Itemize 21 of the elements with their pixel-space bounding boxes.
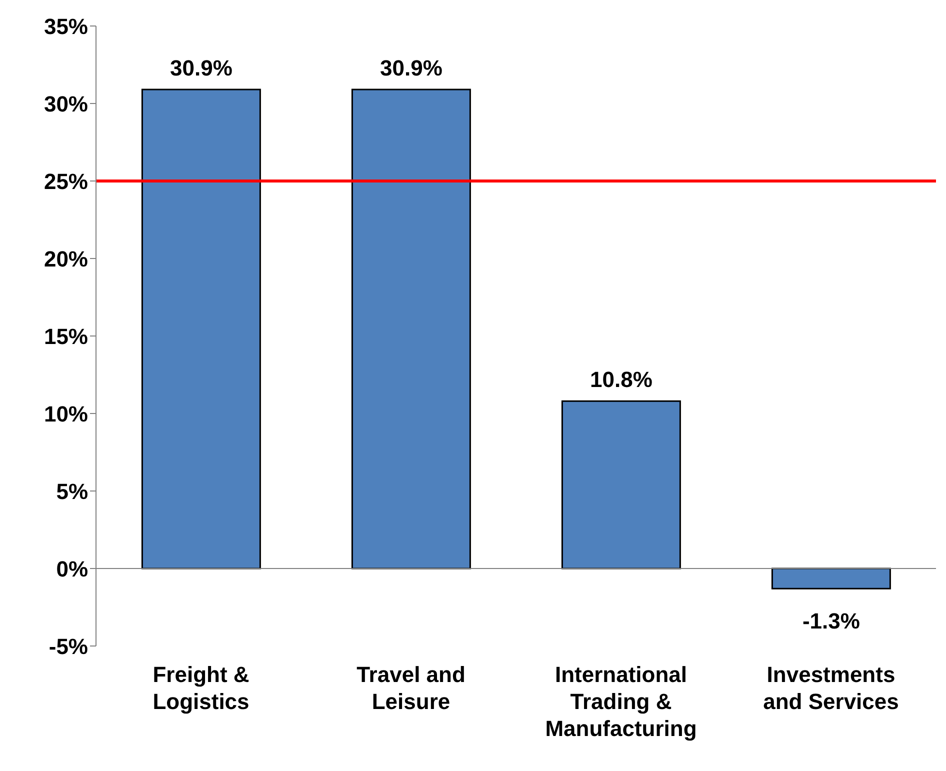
data-label: 10.8% bbox=[590, 367, 652, 392]
y-tick-label: 25% bbox=[44, 168, 88, 194]
y-tick-label: 0% bbox=[56, 556, 88, 582]
bar bbox=[351, 88, 471, 570]
x-tick-label: Investments and Services bbox=[763, 662, 899, 714]
bar bbox=[771, 568, 891, 590]
y-tick-label: -5% bbox=[48, 634, 88, 659]
bar bbox=[141, 88, 261, 570]
y-tick-label: 10% bbox=[44, 401, 88, 426]
data-label: 30.9% bbox=[380, 56, 442, 81]
data-label: -1.3% bbox=[802, 608, 860, 634]
x-tick-label: Travel and Leisure bbox=[356, 662, 466, 714]
y-tick-label: 35% bbox=[44, 14, 88, 39]
y-tick-label: 5% bbox=[56, 478, 88, 504]
y-tick-label: 30% bbox=[44, 91, 88, 116]
x-tick-label: Freight & Logistics bbox=[152, 662, 250, 714]
x-tick-label: International Trading & Manufacturing bbox=[545, 662, 697, 741]
y-tick-label: 20% bbox=[44, 246, 88, 272]
bar bbox=[561, 400, 681, 570]
data-label: 30.9% bbox=[170, 56, 232, 81]
y-tick-label: 15% bbox=[44, 324, 88, 349]
